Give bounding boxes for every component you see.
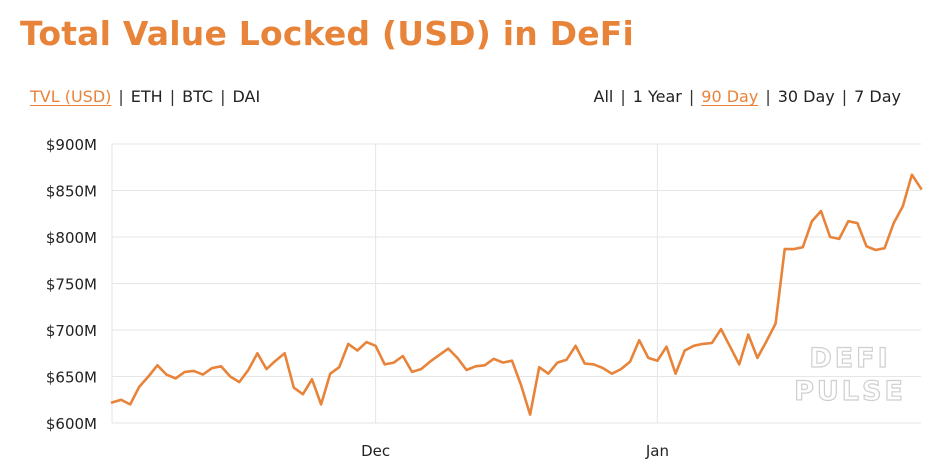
watermark-line-1: DEFI	[809, 343, 890, 374]
y-tick-label: $850M	[46, 183, 97, 201]
separator: |	[765, 87, 771, 106]
range-30-day[interactable]: 30 Day	[777, 87, 835, 106]
tvl-series-line	[110, 173, 923, 416]
range-tabs: All | 1 Year | 90 Day | 30 Day | 7 Day	[594, 87, 902, 106]
range-7-day[interactable]: 7 Day	[854, 87, 901, 106]
watermark-line-2: PULSE	[794, 376, 906, 407]
separator: |	[841, 87, 848, 106]
tab-dai[interactable]: DAI	[232, 87, 261, 106]
range-all[interactable]: All	[593, 87, 614, 106]
tab-eth[interactable]: ETH	[130, 87, 163, 106]
separator: |	[220, 87, 226, 106]
y-tick-label: $750M	[46, 276, 97, 294]
separator: |	[620, 87, 626, 106]
y-tick-label: $650M	[46, 369, 97, 387]
y-tick-label: $700M	[46, 322, 97, 340]
metric-tabs: TVL (USD) | ETH | BTC | DAI	[30, 87, 260, 106]
separator: |	[118, 87, 124, 106]
separator: |	[688, 87, 695, 106]
separator: |	[169, 87, 176, 106]
page-title: Total Value Locked (USD) in DeFi	[20, 14, 635, 53]
range-1-year[interactable]: 1 Year	[632, 87, 682, 106]
x-tick-label: Dec	[361, 442, 390, 460]
x-tick-label: Jan	[645, 442, 669, 460]
tab-btc[interactable]: BTC	[182, 87, 214, 106]
y-tick-label: $900M	[46, 136, 97, 154]
y-tick-label: $600M	[46, 415, 97, 433]
tab-tvl-usd[interactable]: TVL (USD)	[30, 87, 112, 106]
y-tick-label: $800M	[46, 229, 97, 247]
range-90-day[interactable]: 90 Day	[701, 87, 759, 106]
